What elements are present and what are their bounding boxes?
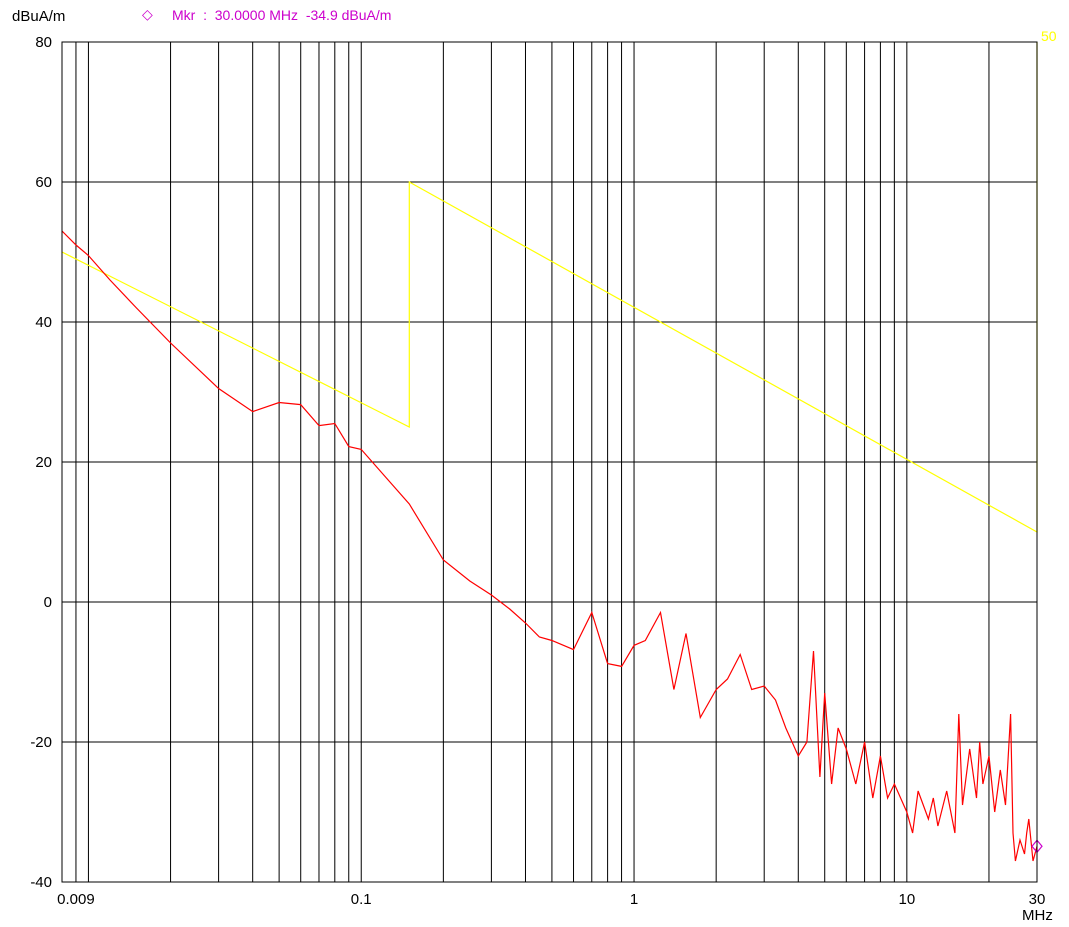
y-unit-label: dBuA/m — [12, 8, 65, 25]
series-line-0 — [61, 42, 1038, 534]
y-tick-label-1: 60 — [35, 174, 52, 191]
x-tick-label-4: 30 — [1029, 891, 1046, 908]
marker-readout: Mkr : 30.0000 MHz -34.9 dBuA/m — [172, 7, 391, 23]
y-tick-label-0: 80 — [35, 34, 52, 51]
y-tick-label-4: 0 — [44, 594, 52, 611]
y-tick-label-3: 20 — [35, 454, 52, 471]
y-tick-label-2: 40 — [35, 314, 52, 331]
series-end-label-0: 50 — [1041, 28, 1057, 44]
y-tick-label-6: -40 — [30, 874, 52, 891]
series-line-1 — [61, 230, 1038, 862]
x-tick-label-1: 0.1 — [351, 891, 372, 908]
x-tick-label-0: 0.009 — [57, 891, 95, 908]
y-tick-label-5: -20 — [30, 734, 52, 751]
plot-grid — [61, 41, 1038, 883]
plot-axes: 80 60 40 20 0 -20 -40 0.009 0.1 1 10 30 — [30, 34, 1045, 908]
x-tick-label-3: 10 — [898, 891, 915, 908]
x-unit-label: MHz — [1022, 907, 1053, 924]
plot-frame — [61, 41, 1038, 883]
plot-traces: 50 — [61, 28, 1057, 862]
marker-symbol-icon: ◇ — [142, 6, 153, 22]
x-tick-label-2: 1 — [630, 891, 638, 908]
